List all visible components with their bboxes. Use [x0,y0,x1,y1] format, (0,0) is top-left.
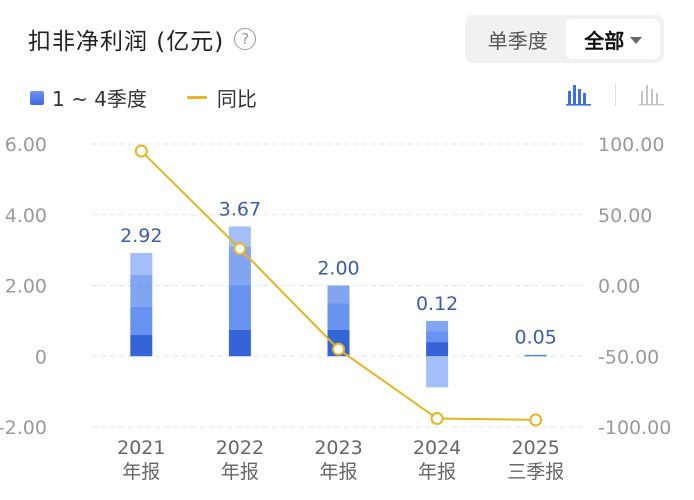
help-icon[interactable]: ? [234,28,257,50]
right-axis-tick: 100.00 [598,134,664,156]
bar-segment [130,274,153,307]
x-axis-year: 2025 [512,437,560,459]
bar-segment [327,303,350,330]
bar-total-label: 0.12 [416,293,458,315]
bar-chart-icon[interactable] [565,82,593,106]
period-toggle: 单季度 全部 [465,15,664,63]
bar-segment [130,252,153,275]
right-axis-tick: -100.00 [598,417,671,439]
bar-total-label: 3.67 [219,198,261,220]
view-divider [615,84,616,106]
x-axis-year: 2023 [314,437,362,459]
yoy-point [332,342,345,356]
x-axis-year: 2021 [117,437,165,459]
x-axis-period: 年报 [122,461,160,483]
title-row: 扣非净利润 (亿元) ? [28,22,257,56]
x-axis-year: 2024 [413,437,461,459]
chart-area: 6.00 4.00 2.00 0 -2.00 100.00 50.00 0.00 -50.00 -… [0,134,671,483]
x-axis-period: 年报 [221,461,259,483]
all-periods-button[interactable]: 全部 [566,19,660,59]
bar-segment [327,285,350,304]
legend-bar-swatch [30,90,44,105]
bar-total-label: 2.92 [120,225,162,247]
yoy-point [134,144,148,158]
bar-segment [524,354,547,356]
bar-segment [130,306,153,336]
bar-total-label: 2.00 [317,258,359,280]
left-axis-tick: 4.00 [5,205,47,227]
all-periods-label: 全部 [584,28,625,53]
bar-segment [426,331,449,343]
legend-bar-label: 1 ~ 4季度 [52,87,147,111]
bar-segment [228,246,251,286]
left-axis-tick: 6.00 [5,134,47,156]
left-axis-tick: 2.00 [5,276,47,298]
left-axis-tick: -2.00 [0,417,47,439]
chevron-down-icon [630,36,643,44]
bar-segment [426,356,449,388]
right-axis-tick: -50.00 [598,346,659,368]
bar-segment [228,226,251,247]
bar-segment [228,285,251,330]
right-axis-tick: 0.00 [598,276,640,298]
view-switcher [565,82,666,106]
yoy-point [233,242,247,256]
yoy-point [529,413,543,427]
legend: 1 ~ 4季度 同比 [30,83,257,112]
bar-segment [524,355,547,357]
x-axis-period: 年报 [418,461,456,483]
single-quarter-button[interactable]: 单季度 [487,28,548,53]
bar-segment [426,320,449,332]
bar-segment [130,335,153,357]
x-axis-year: 2022 [216,437,264,459]
yoy-point [430,412,444,426]
chart-title: 扣非净利润 (亿元) [28,29,225,55]
x-axis-period: 年报 [319,461,357,483]
right-axis-tick: 50.00 [598,205,652,227]
legend-line-label: 同比 [216,87,257,111]
left-axis-tick: 0 [35,346,47,368]
bar-segment [228,329,251,357]
x-axis-period: 三季报 [507,461,564,483]
bar-segment [426,342,449,357]
legend-line-swatch [186,96,207,99]
bar-total-label: 0.05 [515,326,557,348]
bar-chart-gray-icon[interactable] [638,82,666,106]
